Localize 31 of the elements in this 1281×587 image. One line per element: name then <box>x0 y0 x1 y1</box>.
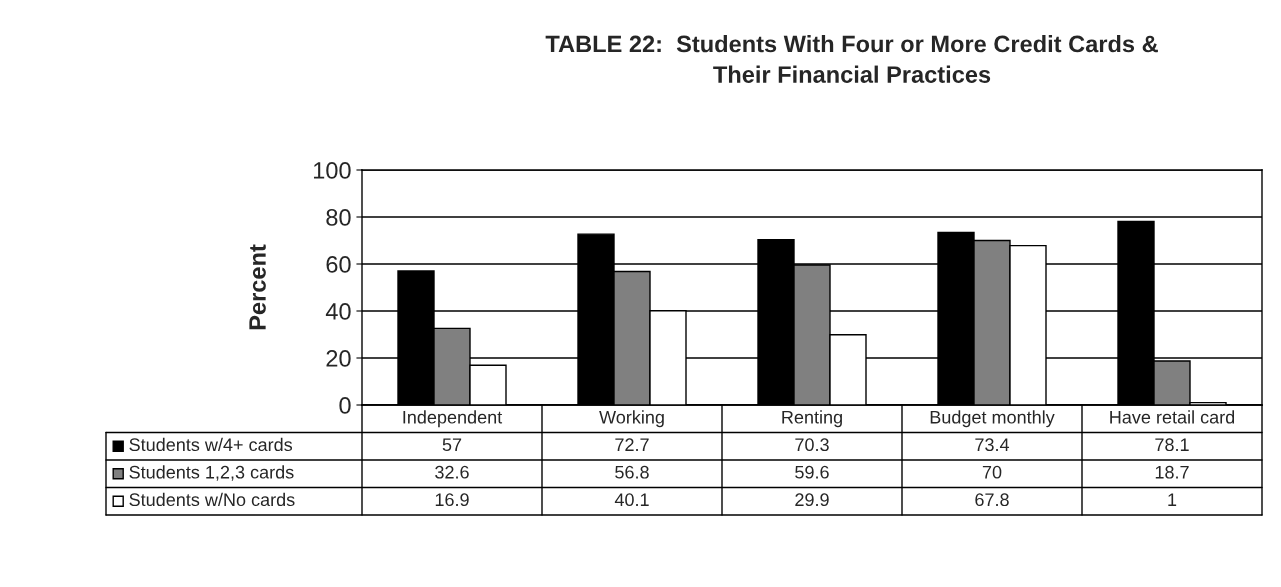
data-label: 73.4 <box>975 438 1010 452</box>
legend-label: Students w/No cards <box>129 492 295 507</box>
x-tick-label: Renting <box>782 410 842 428</box>
data-label: 29.9 <box>795 493 829 507</box>
x-tick-label: Independent <box>403 410 503 428</box>
data-label: 59.6 <box>795 465 829 479</box>
y-tick-label: 0 <box>339 397 351 414</box>
legend-label: Students 1,2,3 cards <box>129 465 294 481</box>
legend-label: Students w/4+ cards <box>129 437 293 452</box>
data-label: 72.7 <box>615 438 649 451</box>
x-tick-label: Working <box>599 410 664 428</box>
y-axis-title: Percent <box>249 244 266 330</box>
data-label: 67.8 <box>975 493 1009 507</box>
y-tick-label: 20 <box>326 350 351 367</box>
data-label: 70 <box>982 465 1002 479</box>
data-label: 57 <box>442 438 462 452</box>
x-tick-label: Have retail card <box>1110 410 1235 424</box>
x-tick-label: Budget monthly <box>930 410 1055 428</box>
data-label: 40.1 <box>614 493 649 507</box>
y-tick-label: 100 <box>313 162 351 179</box>
data-label: 18.7 <box>1155 465 1189 479</box>
y-tick-label: 60 <box>326 256 351 273</box>
data-label: 78.1 <box>1155 438 1189 452</box>
y-tick-label: 40 <box>325 303 351 320</box>
data-label: 56.8 <box>615 465 649 479</box>
data-label: 1 <box>1168 493 1177 506</box>
y-tick-label: 80 <box>326 209 351 226</box>
data-label: 32.6 <box>435 465 469 479</box>
chart-title: TABLE 22: Students With Four or More Credit Cards & Their Financial Practices <box>545 35 1158 83</box>
data-label: 70.3 <box>795 438 829 452</box>
data-label: 16.9 <box>435 493 469 507</box>
